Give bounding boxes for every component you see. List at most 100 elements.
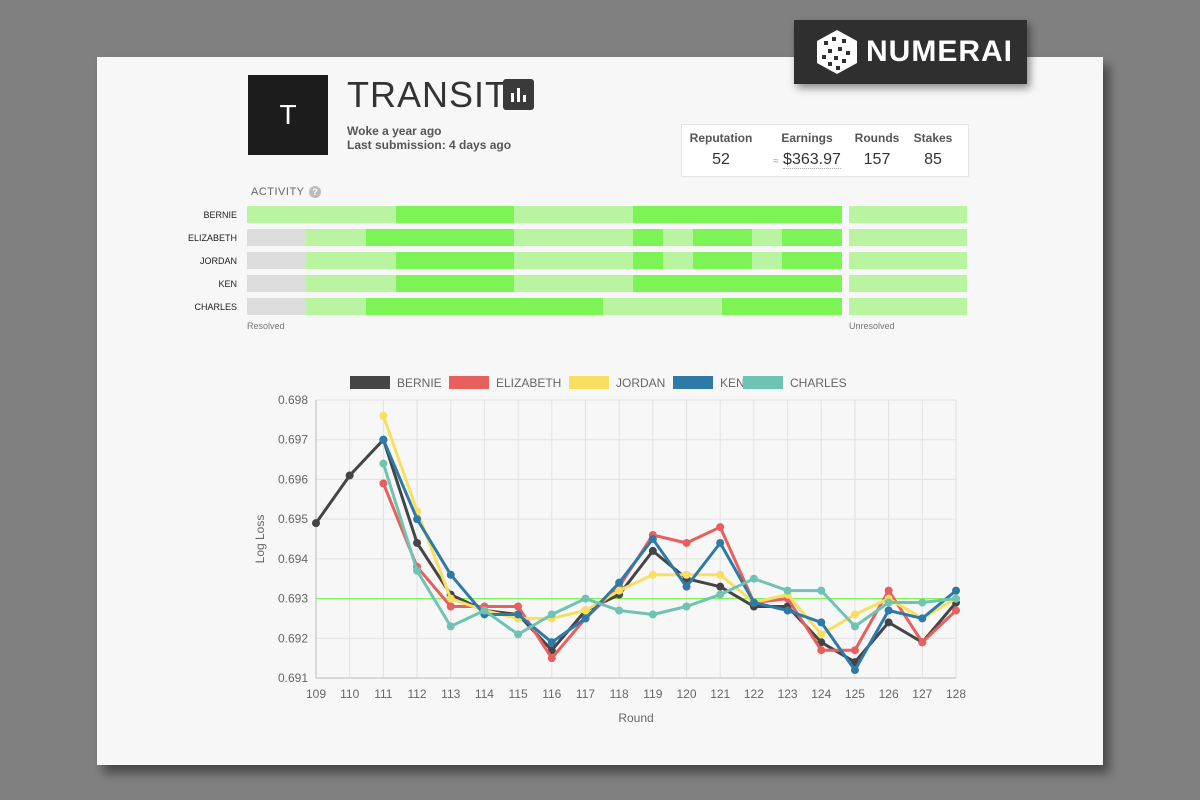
activity-segment[interactable] <box>544 206 575 223</box>
activity-segment[interactable] <box>425 206 456 223</box>
activity-unresolved-segment[interactable] <box>849 252 967 269</box>
activity-segment[interactable] <box>454 252 486 269</box>
activity-segment[interactable] <box>247 275 278 292</box>
activity-segment[interactable] <box>603 252 634 269</box>
activity-segment[interactable] <box>514 252 545 269</box>
activity-segment[interactable] <box>425 275 456 292</box>
activity-segment[interactable] <box>365 252 397 269</box>
activity-segment[interactable] <box>365 275 397 292</box>
activity-segment[interactable] <box>544 275 575 292</box>
activity-segment[interactable] <box>484 229 515 246</box>
activity-segment[interactable] <box>336 298 367 315</box>
activity-segment[interactable] <box>484 252 515 269</box>
activity-segment[interactable] <box>692 206 723 223</box>
activity-segment[interactable] <box>633 298 664 315</box>
activity-segment[interactable] <box>662 298 694 315</box>
activity-segment[interactable] <box>722 298 753 315</box>
activity-segment[interactable] <box>276 229 307 246</box>
activity-segment[interactable] <box>692 229 723 246</box>
activity-segment[interactable] <box>811 229 842 246</box>
activity-segment[interactable] <box>662 252 694 269</box>
activity-segment[interactable] <box>306 275 337 292</box>
activity-segment[interactable] <box>306 206 337 223</box>
activity-segment[interactable] <box>395 206 426 223</box>
activity-segment[interactable] <box>751 206 783 223</box>
activity-segment[interactable] <box>722 275 753 292</box>
activity-segment[interactable] <box>544 252 575 269</box>
activity-segment[interactable] <box>662 206 694 223</box>
activity-segment[interactable] <box>633 229 664 246</box>
activity-segment[interactable] <box>751 229 783 246</box>
activity-segment[interactable] <box>811 275 842 292</box>
activity-segment[interactable] <box>306 298 337 315</box>
activity-segment[interactable] <box>603 206 634 223</box>
stats-chart-button[interactable] <box>503 79 534 110</box>
activity-segment[interactable] <box>603 229 634 246</box>
activity-segment[interactable] <box>633 275 664 292</box>
activity-segment[interactable] <box>425 298 456 315</box>
activity-segment[interactable] <box>247 252 278 269</box>
activity-segment[interactable] <box>514 206 545 223</box>
activity-segment[interactable] <box>454 229 486 246</box>
activity-segment[interactable] <box>603 275 634 292</box>
activity-segment[interactable] <box>692 298 723 315</box>
activity-segment[interactable] <box>544 229 575 246</box>
activity-segment[interactable] <box>395 229 426 246</box>
activity-segment[interactable] <box>484 206 515 223</box>
activity-segment[interactable] <box>336 252 367 269</box>
activity-segment[interactable] <box>811 252 842 269</box>
activity-segment[interactable] <box>751 252 783 269</box>
activity-segment[interactable] <box>306 252 337 269</box>
activity-segment[interactable] <box>633 206 664 223</box>
activity-segment[interactable] <box>573 206 604 223</box>
activity-segment[interactable] <box>573 229 604 246</box>
activity-segment[interactable] <box>781 229 812 246</box>
stat-earnings[interactable]: Earnings ≈ $363.97 <box>762 131 852 169</box>
activity-segment[interactable] <box>395 298 426 315</box>
activity-segment[interactable] <box>454 275 486 292</box>
activity-segment[interactable] <box>722 229 753 246</box>
activity-segment[interactable] <box>662 229 694 246</box>
activity-segment[interactable] <box>247 229 278 246</box>
activity-segment[interactable] <box>633 252 664 269</box>
activity-segment[interactable] <box>336 206 367 223</box>
activity-segment[interactable] <box>811 206 842 223</box>
question-circle-icon[interactable]: ? <box>309 186 321 198</box>
activity-segment[interactable] <box>781 298 812 315</box>
activity-segment[interactable] <box>365 298 397 315</box>
activity-segment[interactable] <box>781 252 812 269</box>
activity-segment[interactable] <box>247 206 278 223</box>
activity-segment[interactable] <box>573 298 604 315</box>
activity-segment[interactable] <box>573 275 604 292</box>
activity-unresolved-segment[interactable] <box>849 206 967 223</box>
activity-segment[interactable] <box>395 275 426 292</box>
activity-segment[interactable] <box>247 298 278 315</box>
activity-segment[interactable] <box>544 298 575 315</box>
activity-segment[interactable] <box>603 298 634 315</box>
activity-segment[interactable] <box>306 229 337 246</box>
activity-unresolved-segment[interactable] <box>849 275 967 292</box>
activity-segment[interactable] <box>365 206 397 223</box>
activity-segment[interactable] <box>781 206 812 223</box>
activity-segment[interactable] <box>484 298 515 315</box>
activity-segment[interactable] <box>276 275 307 292</box>
activity-segment[interactable] <box>454 298 486 315</box>
activity-segment[interactable] <box>276 298 307 315</box>
activity-segment[interactable] <box>484 275 515 292</box>
activity-segment[interactable] <box>514 229 545 246</box>
activity-segment[interactable] <box>573 252 604 269</box>
activity-segment[interactable] <box>425 229 456 246</box>
activity-segment[interactable] <box>751 275 783 292</box>
activity-segment[interactable] <box>662 275 694 292</box>
activity-segment[interactable] <box>722 206 753 223</box>
activity-segment[interactable] <box>781 275 812 292</box>
activity-segment[interactable] <box>395 252 426 269</box>
activity-segment[interactable] <box>722 252 753 269</box>
activity-segment[interactable] <box>811 298 842 315</box>
activity-segment[interactable] <box>336 275 367 292</box>
activity-segment[interactable] <box>692 252 723 269</box>
activity-segment[interactable] <box>454 206 486 223</box>
activity-segment[interactable] <box>365 229 397 246</box>
activity-unresolved-segment[interactable] <box>849 298 967 315</box>
activity-segment[interactable] <box>336 229 367 246</box>
